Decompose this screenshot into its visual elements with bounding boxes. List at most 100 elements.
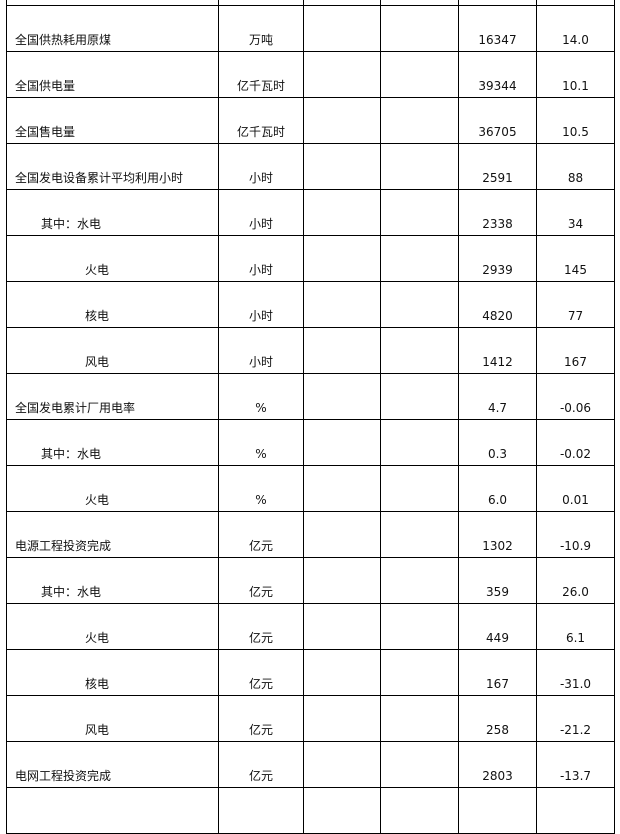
value-text: 2591 — [482, 171, 513, 185]
value-text — [459, 788, 536, 815]
value-text: 6.0 — [487, 493, 508, 507]
indicator-name-text: 其中：水电 — [41, 585, 102, 599]
unit-cell: 亿元 — [218, 649, 304, 696]
change-cell: 88 — [536, 143, 615, 190]
empty-cell — [303, 189, 381, 236]
change-cell: -10.9 — [536, 511, 615, 558]
change-text: 14.0 — [562, 33, 589, 47]
unit-text: 小时 — [248, 355, 273, 369]
value-text: 36705 — [478, 125, 517, 139]
empty-cell — [303, 557, 381, 604]
change-cell: 14.0 — [536, 5, 615, 52]
change-cell: 10.1 — [536, 51, 615, 98]
indicator-name-text: 火电 — [85, 263, 110, 277]
empty-text — [381, 742, 458, 769]
empty-text — [381, 696, 458, 723]
change-text: 10.5 — [562, 125, 589, 139]
unit-text: 亿元 — [248, 723, 273, 737]
indicator-name-cell: 其中：水电 — [6, 189, 219, 236]
indicator-name-cell: 全国发电设备累计平均利用小时 — [6, 143, 219, 190]
unit-cell: 小时 — [218, 143, 304, 190]
value-text: 167 — [486, 677, 509, 691]
value-text: 449 — [486, 631, 509, 645]
unit-text: 亿千瓦时 — [236, 79, 285, 93]
indicator-name-text: 风电 — [85, 355, 110, 369]
change-text — [537, 788, 614, 815]
table-row: 火电 小时 2939 145 — [6, 235, 615, 282]
unit-cell: 亿元 — [218, 603, 304, 650]
value-text: 359 — [486, 585, 509, 599]
unit-cell: 亿千瓦时 — [218, 97, 304, 144]
empty-text — [381, 98, 458, 125]
value-cell: 2803 — [458, 741, 537, 788]
unit-cell: 万吨 — [218, 5, 304, 52]
empty-cell — [303, 5, 381, 52]
empty-text — [304, 98, 380, 125]
empty-text — [381, 650, 458, 677]
unit-text: % — [255, 447, 267, 461]
unit-cell: 小时 — [218, 327, 304, 374]
empty-cell — [303, 787, 381, 834]
indicator-name-cell: 核电 — [6, 281, 219, 328]
empty-cell — [303, 235, 381, 282]
change-text: 26.0 — [562, 585, 589, 599]
table-row: 核电 亿元 167 -31.0 — [6, 649, 615, 696]
empty-cell — [380, 5, 459, 52]
unit-cell: 亿元 — [218, 741, 304, 788]
empty-text — [381, 466, 458, 493]
empty-cell — [303, 465, 381, 512]
table-row: 全国发电设备累计平均利用小时 小时 2591 88 — [6, 143, 615, 190]
change-text: -0.02 — [559, 447, 592, 461]
table-row: 其中：水电 亿元 359 26.0 — [6, 557, 615, 604]
indicator-name-cell: 风电 — [6, 695, 219, 742]
change-cell: -31.0 — [536, 649, 615, 696]
change-cell: -0.06 — [536, 373, 615, 420]
empty-cell — [380, 281, 459, 328]
value-text: 1412 — [482, 355, 513, 369]
value-text: 4.7 — [487, 401, 508, 415]
empty-cell — [380, 557, 459, 604]
empty-cell — [303, 281, 381, 328]
empty-text — [304, 282, 380, 309]
table-row: 电网工程投资完成 亿元 2803 -13.7 — [6, 741, 615, 788]
empty-cell — [380, 97, 459, 144]
indicator-name-text: 全国供热耗用原煤 — [15, 33, 112, 47]
empty-text — [304, 650, 380, 677]
unit-text: 亿元 — [248, 631, 273, 645]
value-cell — [458, 787, 537, 834]
table-row: 核电 小时 4820 77 — [6, 281, 615, 328]
unit-cell: 亿千瓦时 — [218, 51, 304, 98]
empty-text — [381, 374, 458, 401]
empty-cell — [380, 235, 459, 282]
empty-cell — [380, 787, 459, 834]
value-text: 2803 — [482, 769, 513, 783]
value-cell: 2338 — [458, 189, 537, 236]
unit-cell: % — [218, 373, 304, 420]
indicator-name-cell: 全国供热耗用原煤 — [6, 5, 219, 52]
change-cell: 26.0 — [536, 557, 615, 604]
empty-text — [304, 236, 380, 263]
unit-text — [219, 788, 303, 815]
change-cell: 145 — [536, 235, 615, 282]
indicator-name-cell: 全国供电量 — [6, 51, 219, 98]
table-row: 电源工程投资完成 亿元 1302 -10.9 — [6, 511, 615, 558]
change-cell: -13.7 — [536, 741, 615, 788]
indicator-name-text — [7, 788, 218, 815]
change-text: 0.01 — [562, 493, 589, 507]
empty-text — [381, 604, 458, 631]
value-cell: 36705 — [458, 97, 537, 144]
empty-cell — [303, 327, 381, 374]
empty-text — [304, 604, 380, 631]
empty-cell — [303, 419, 381, 466]
indicator-name-cell: 其中：水电 — [6, 419, 219, 466]
indicator-name-cell: 全国售电量 — [6, 97, 219, 144]
indicator-name-cell: 电网工程投资完成 — [6, 741, 219, 788]
value-cell: 2591 — [458, 143, 537, 190]
value-cell: 2939 — [458, 235, 537, 282]
value-cell: 1412 — [458, 327, 537, 374]
value-cell: 449 — [458, 603, 537, 650]
indicator-name-text: 电源工程投资完成 — [15, 539, 112, 553]
change-cell: 10.5 — [536, 97, 615, 144]
change-text: 34 — [567, 217, 584, 231]
empty-text — [381, 420, 458, 447]
